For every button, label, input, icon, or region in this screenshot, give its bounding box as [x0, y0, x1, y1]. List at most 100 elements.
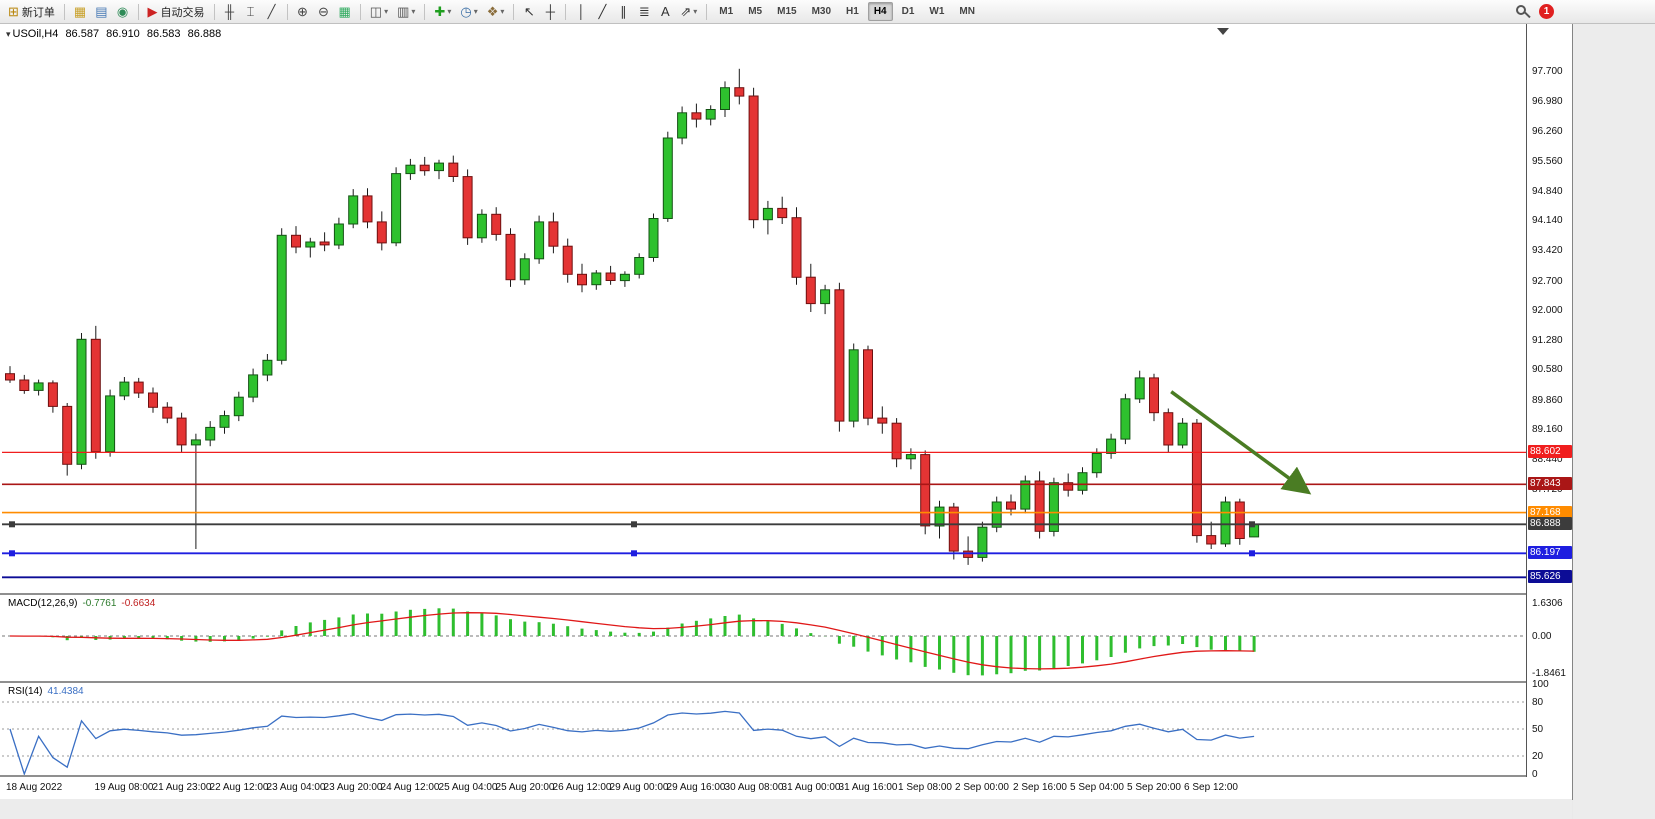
time-axis-label: 29 Aug 00:00 [609, 782, 669, 793]
panel-separator[interactable] [0, 775, 1572, 777]
toolbar: ⊞ 新订单 ▦ ▤ ◉ ▶ 自动交易 ╫ ⌶ ╱ ⊕ ⊖ ▦ ◫ ▾ ▥ ▾ ✚ ▾ ◷ ▾ ❖ ▾ ↖ ┼ │ ╱ ∥ ≣ A ⇗ ▾ M1 M… [0, 0, 1655, 24]
new-order-button[interactable]: ⊞ 新订单 [4, 2, 59, 22]
periods-button[interactable]: ◷ ▾ [456, 2, 481, 22]
notification-badge[interactable]: 1 [1539, 4, 1554, 19]
timeframe-button-m1[interactable]: M1 [719, 6, 734, 17]
fibonacci-button[interactable]: ≣ [634, 2, 654, 22]
cursor-button[interactable]: ↖ [519, 2, 539, 22]
auto-trading-icon: ▶ [147, 4, 158, 19]
panel-separator[interactable] [0, 681, 1572, 683]
price-axis-label: 94.140 [1532, 215, 1563, 226]
navigator-button[interactable]: ◉ [113, 2, 133, 22]
price-axis-label: 91.280 [1532, 335, 1563, 346]
chevron-down-icon[interactable]: ▾ [500, 7, 505, 16]
timeframe-button-h4[interactable]: H4 [867, 2, 893, 21]
trendline-icon: ╱ [598, 4, 607, 19]
channel-icon: ∥ [620, 4, 627, 19]
price-axis-label: 95.560 [1532, 156, 1563, 167]
price-line-tag: 86.888 [1528, 517, 1572, 530]
arrows-button[interactable]: ⇗ ▾ [676, 2, 701, 22]
time-axis-label: 23 Aug 04:00 [266, 782, 326, 793]
timeframe-button-mn[interactable]: MN [959, 6, 975, 17]
zoom-in-icon: ⊕ [297, 4, 308, 19]
indicators-button[interactable]: ✚ ▾ [430, 2, 455, 22]
time-axis-label: 29 Aug 16:00 [666, 782, 726, 793]
window-bottom-strip [0, 799, 1572, 819]
toolbar-separator [359, 3, 361, 20]
time-axis-label: 23 Aug 20:00 [323, 782, 383, 793]
timeframe-button-w1[interactable]: W1 [929, 6, 945, 17]
time-axis[interactable]: 18 Aug 2022 19 Aug 08:00 21 Aug 23:00 22 Au… [0, 777, 1572, 799]
price-axis-label: 88.440 [1532, 454, 1563, 465]
time-axis-label: 2 Sep 16:00 [1013, 782, 1067, 793]
rsi-axis-label: 50 [1532, 724, 1544, 735]
price-axis-label: 92.000 [1532, 305, 1563, 316]
price-axis-label: 90.580 [1532, 364, 1563, 375]
vertical-line-button[interactable]: │ [571, 2, 591, 22]
macd-axis-label: -1.8461 [1532, 668, 1566, 679]
candlestick-chart-button[interactable]: ⌶ [241, 2, 261, 22]
grid-button[interactable]: ▦ [335, 2, 355, 22]
time-axis-label: 5 Sep 04:00 [1070, 782, 1124, 793]
chevron-down-icon[interactable]: ▾ [411, 7, 416, 16]
time-axis-label: 6 Sep 12:00 [1184, 782, 1238, 793]
time-axis-label: 19 Aug 08:00 [94, 782, 154, 793]
auto-trading-button[interactable]: ▶ 自动交易 [144, 2, 209, 22]
chart-canvas[interactable] [2, 24, 1526, 777]
macd-indicator-label: MACD(12,26,9) -0.7761 -0.6634 [8, 598, 155, 609]
market-watch-button[interactable]: ▦ [70, 2, 90, 22]
chevron-down-icon[interactable]: ▾ [473, 7, 478, 16]
panel-separator[interactable] [0, 593, 1572, 595]
vertical-line-icon: │ [577, 4, 586, 19]
toolbar-separator [213, 3, 215, 20]
price-axis[interactable]: 97.700 96.980 96.260 95.560 94.840 94.140 93.4… [1526, 24, 1572, 799]
timeframe-button-h1[interactable]: H1 [846, 6, 859, 17]
search-lens-icon [1516, 5, 1526, 15]
market-watch-icon: ▦ [73, 4, 87, 19]
periods-icon: ◷ [460, 4, 472, 19]
time-axis-label: 25 Aug 20:00 [495, 782, 555, 793]
symbol-period-label: USOil,H4 [12, 28, 59, 40]
toolbar-separator [565, 3, 567, 20]
auto-trading-button-label: 自动交易 [160, 6, 205, 19]
time-axis-label: 1 Sep 08:00 [898, 782, 952, 793]
symbol-ohlc-readout: ▾ USOil,H4 86.587 86.910 86.583 86.888 [6, 28, 225, 40]
zoom-in-button[interactable]: ⊕ [293, 2, 313, 22]
timeframe-button-d1[interactable]: D1 [901, 6, 915, 17]
chevron-down-icon[interactable]: ▾ [693, 7, 698, 16]
price-axis-label: 89.160 [1532, 424, 1563, 435]
timeframe-button-m5[interactable]: M5 [748, 6, 763, 17]
time-axis-label: 24 Aug 12:00 [380, 782, 440, 793]
crosshair-button[interactable]: ┼ [540, 2, 560, 22]
arrows-icon: ⇗ [680, 4, 692, 19]
search-icon[interactable] [1514, 3, 1532, 21]
templates-button[interactable]: ❖ ▾ [483, 2, 509, 22]
grid-icon: ▦ [338, 4, 351, 19]
data-window-icon: ▤ [95, 4, 108, 19]
zoom-out-button[interactable]: ⊖ [314, 2, 334, 22]
channel-button[interactable]: ∥ [613, 2, 633, 22]
price-axis-label: 96.980 [1532, 96, 1563, 107]
text-button[interactable]: A [655, 2, 675, 22]
price-axis-label: 96.260 [1532, 126, 1563, 137]
trendline-button[interactable]: ╱ [592, 2, 612, 22]
bar-chart-button[interactable]: ╫ [220, 2, 240, 22]
bar-chart-icon: ╫ [224, 4, 235, 19]
time-axis-label: 5 Sep 20:00 [1127, 782, 1181, 793]
one-click-trading-icon[interactable]: ▾ [6, 29, 11, 39]
new-order-button-label: 新订单 [21, 6, 55, 19]
price-line-tag: 85.626 [1528, 570, 1572, 583]
new-chart-button[interactable]: ◫ ▾ [366, 2, 392, 22]
price-line-tag: 87.168 [1528, 506, 1572, 519]
time-axis-label: 2 Sep 00:00 [955, 782, 1009, 793]
chevron-down-icon[interactable]: ▾ [384, 7, 389, 16]
timeframe-button-m15[interactable]: M15 [777, 6, 797, 17]
time-axis-label: 18 Aug 2022 [6, 782, 63, 793]
line-chart-button[interactable]: ╱ [262, 2, 282, 22]
price-axis-label: 93.420 [1532, 245, 1563, 256]
profiles-button[interactable]: ▥ ▾ [393, 2, 419, 22]
chevron-down-icon[interactable]: ▾ [447, 7, 452, 16]
timeframe-button-m30[interactable]: M30 [811, 6, 832, 17]
search-handle-icon [1524, 11, 1531, 19]
data-window-button[interactable]: ▤ [91, 2, 111, 22]
